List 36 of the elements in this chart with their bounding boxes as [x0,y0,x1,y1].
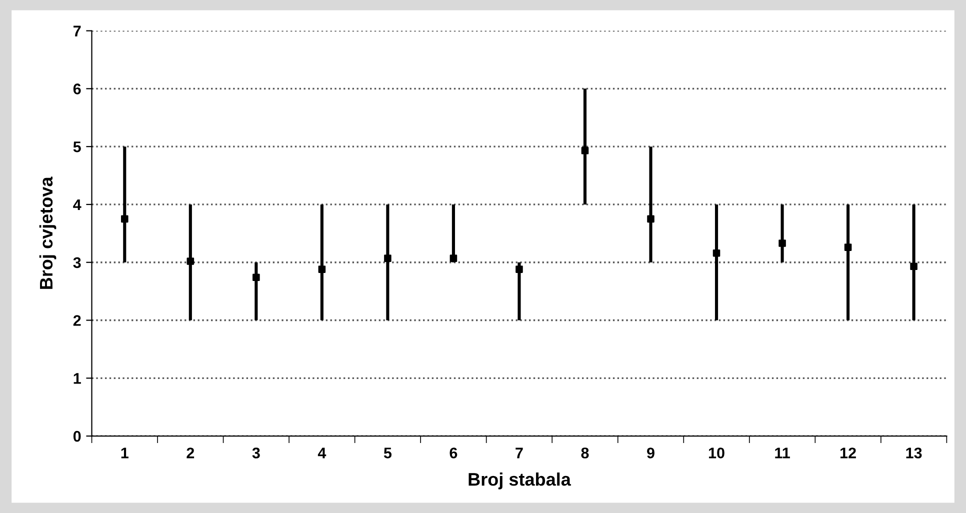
x-tick-label: 5 [384,448,392,458]
point [186,258,194,265]
point [778,240,786,247]
x-tick-label: 3 [252,448,260,458]
point [581,146,589,154]
x-tick-label: 6 [450,448,458,458]
point [844,244,852,251]
point [384,254,392,262]
x-axis-title: Broj stabala [468,472,572,490]
point [252,274,260,282]
point [910,262,918,270]
y-tick-label: 1 [74,373,81,384]
x-tick-label: 7 [516,448,523,458]
y-tick-label: 0 [73,430,81,442]
y-axis-title: Broj cvjetova [39,176,56,289]
y-tick-label: 6 [73,84,81,94]
x-tick-label: 2 [186,448,194,458]
x-tick-label: 4 [318,448,326,458]
x-tick-label: 9 [647,448,654,458]
y-tick-label: 7 [74,26,81,36]
y-tick-label: 3 [73,257,81,268]
x-tick-label: 13 [906,448,922,458]
y-tick-label: 4 [73,199,82,210]
point [450,254,458,262]
point [121,215,128,223]
x-tick-label: 1 [121,448,128,458]
point [318,266,326,273]
x-tick-label: 11 [775,448,790,458]
y-tick-label: 5 [73,142,81,152]
y-tick-label: 2 [73,315,81,326]
x-tick-label: 8 [581,448,589,458]
x-tick-label: 12 [840,448,856,458]
point [516,266,523,273]
x-tick-label: 10 [708,448,724,458]
point [647,215,654,223]
point [712,249,720,257]
